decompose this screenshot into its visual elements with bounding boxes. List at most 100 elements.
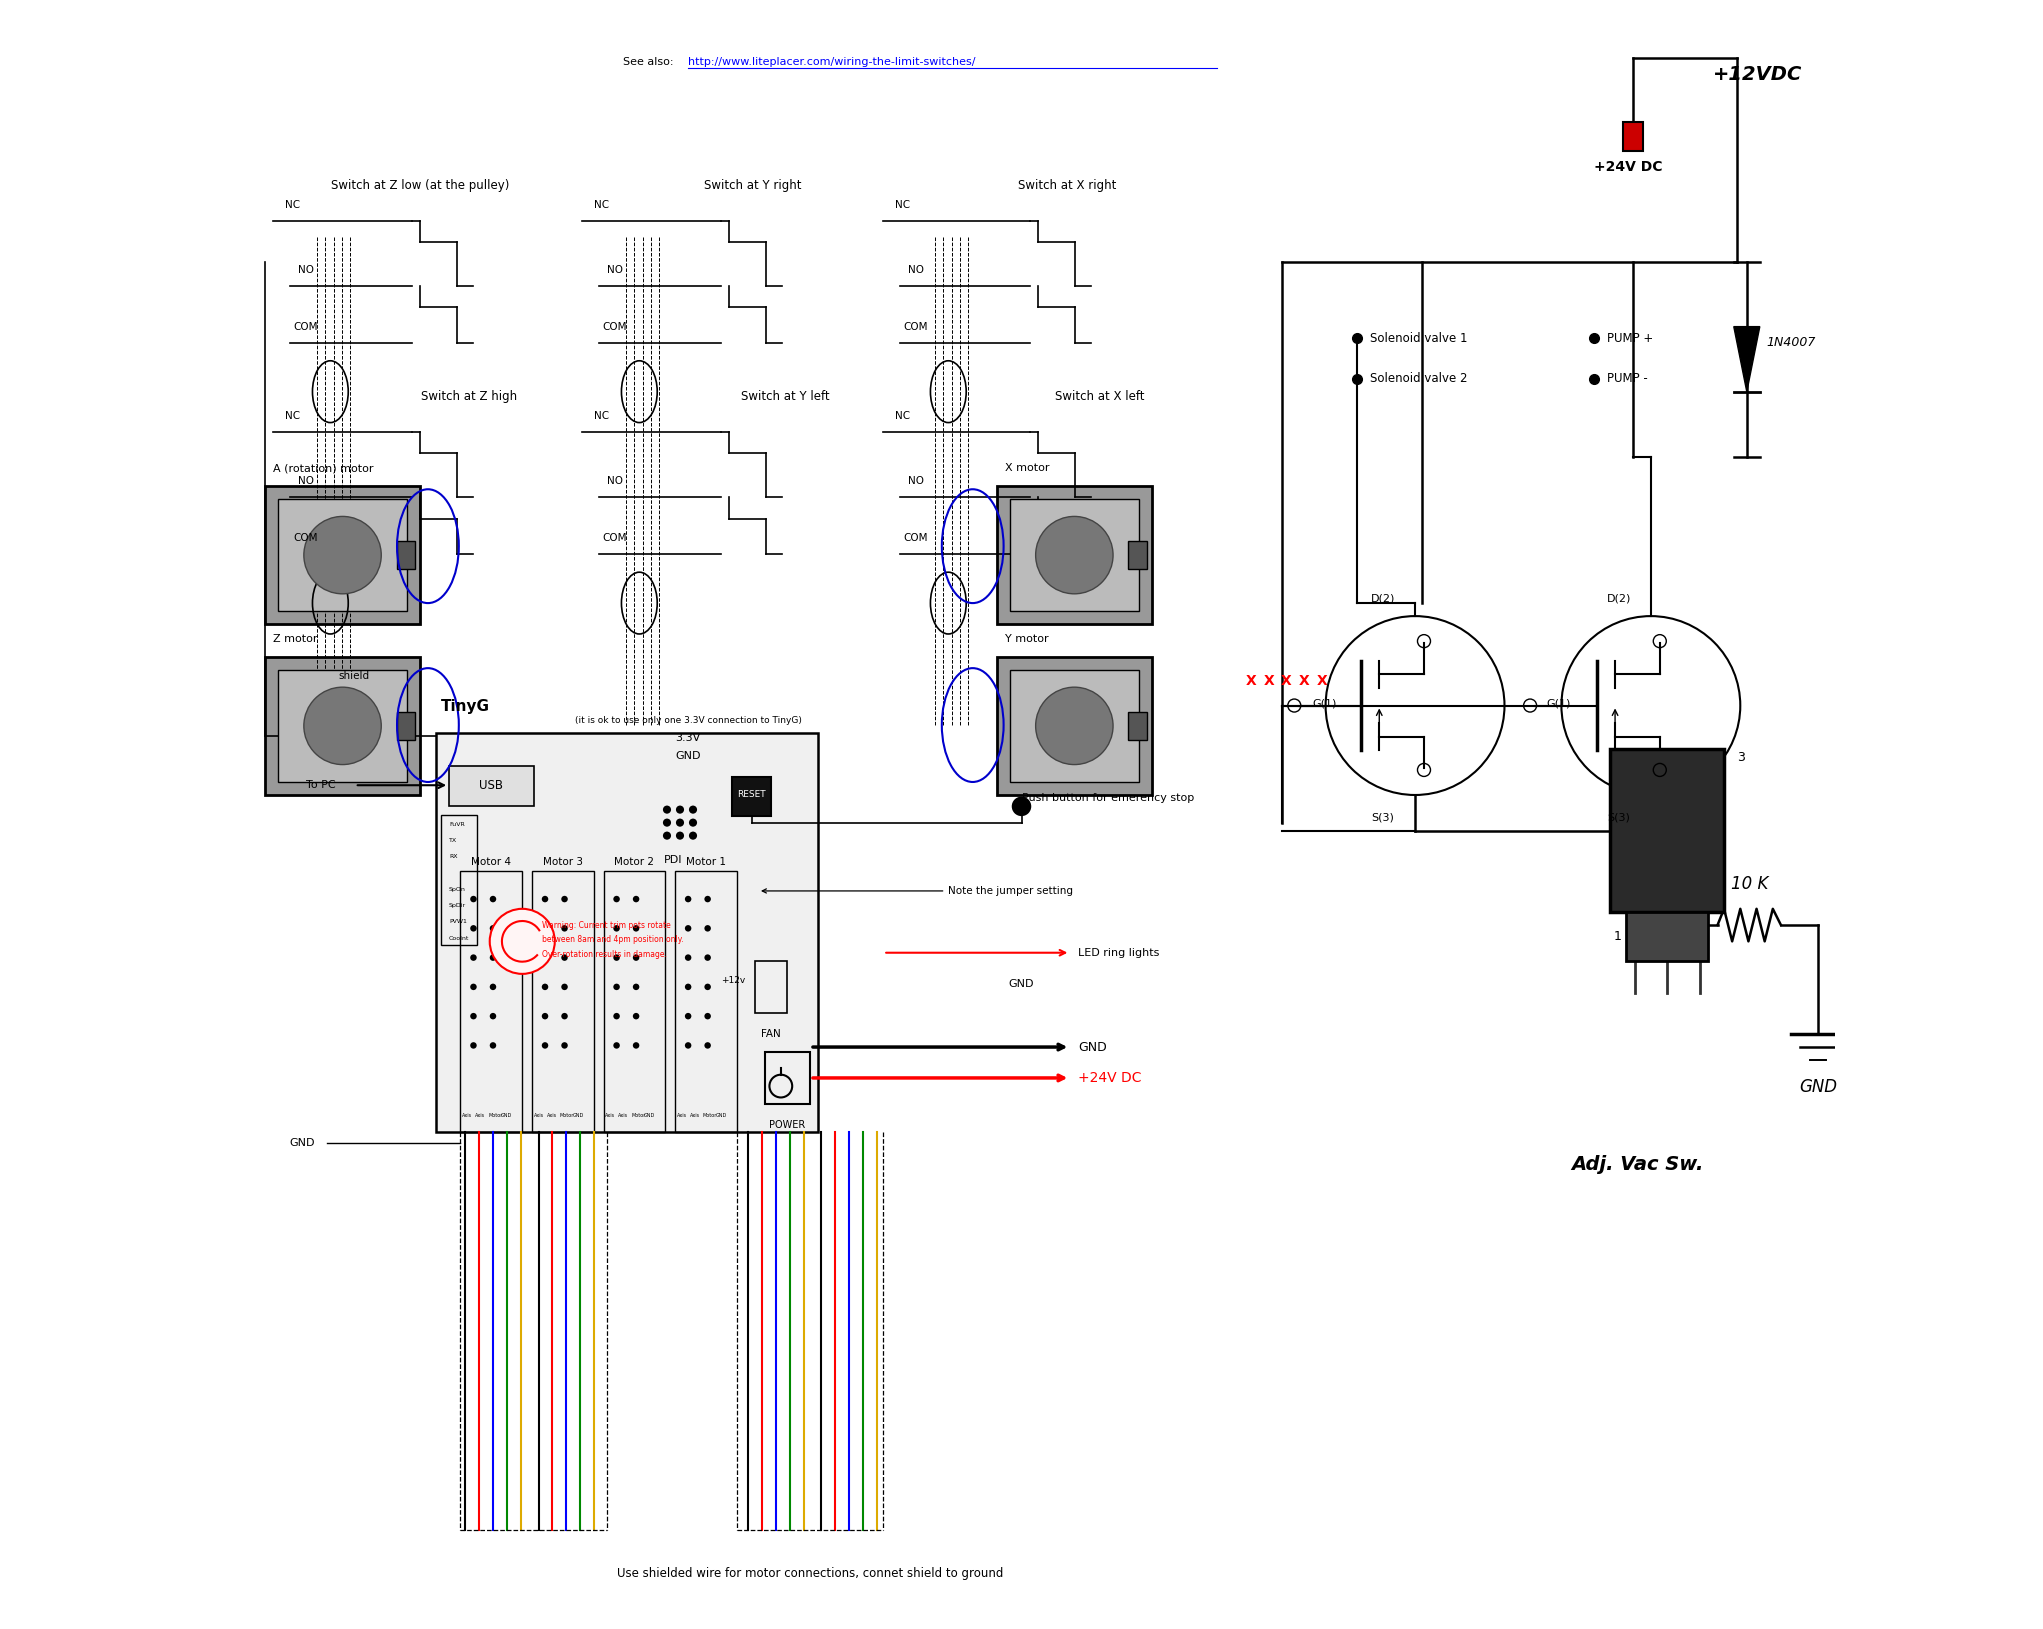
Circle shape [684,896,691,902]
Circle shape [562,896,568,902]
Text: Coolnt: Coolnt [449,935,470,940]
Circle shape [684,955,691,961]
Text: +24V DC: +24V DC [1594,160,1663,174]
Circle shape [613,896,619,902]
Text: GND: GND [290,1139,315,1148]
Text: POWER: POWER [770,1121,805,1131]
Circle shape [633,1043,639,1049]
Circle shape [490,896,496,902]
Circle shape [688,818,697,826]
Bar [764,1052,811,1104]
Text: (it is ok to use only one 3.3V connection to TinyG): (it is ok to use only one 3.3V connectio… [574,715,801,725]
Circle shape [1036,687,1113,764]
Text: Solenoid valve 2: Solenoid valve 2 [1369,371,1467,384]
Circle shape [490,909,556,974]
Bar [531,872,595,1132]
Text: Warning: Current trim pots rotate: Warning: Current trim pots rotate [541,920,670,930]
Bar [278,498,407,611]
Text: http://www.liteplacer.com/wiring-the-limit-switches/: http://www.liteplacer.com/wiring-the-lim… [688,57,977,67]
Text: LED ring lights: LED ring lights [1079,948,1160,958]
Bar [997,485,1152,624]
Circle shape [662,831,670,839]
Text: S(3): S(3) [1371,813,1393,823]
Text: GND: GND [715,1113,727,1117]
Text: Solenoid valve 1: Solenoid valve 1 [1369,332,1467,344]
Circle shape [562,925,568,932]
Text: NC: NC [595,411,609,420]
Polygon shape [1735,327,1759,391]
Text: RX: RX [449,854,458,858]
Text: COM: COM [903,321,928,332]
Circle shape [613,1013,619,1020]
Text: +12VDC: +12VDC [1712,65,1802,85]
Text: X: X [1263,674,1275,687]
Text: To PC: To PC [306,780,335,790]
Text: FuVR: FuVR [449,821,466,828]
Text: NO: NO [607,476,623,485]
Circle shape [633,925,639,932]
Bar [1610,749,1724,912]
Text: PUMP +: PUMP + [1608,332,1653,344]
Circle shape [470,896,476,902]
Circle shape [562,984,568,990]
Bar [278,670,407,782]
Text: COM: COM [294,321,319,332]
Text: GND: GND [676,751,701,761]
Bar [754,961,787,1013]
Circle shape [490,984,496,990]
Text: Axis: Axis [691,1113,701,1117]
Bar [1626,912,1708,961]
Text: Z motor: Z motor [274,634,319,643]
Text: GND: GND [644,1113,656,1117]
Text: G(1): G(1) [1547,699,1571,709]
Circle shape [1011,797,1032,816]
Text: Push button for emerency stop: Push button for emerency stop [1022,793,1193,803]
Text: 10 K: 10 K [1730,875,1769,893]
Circle shape [705,896,711,902]
Text: A (rotation) motor: A (rotation) motor [274,463,374,472]
Text: GND: GND [1009,979,1034,989]
Circle shape [470,984,476,990]
Circle shape [490,925,496,932]
Bar [1128,712,1146,740]
Circle shape [676,806,684,814]
Text: COM: COM [903,533,928,542]
Text: TX: TX [449,837,458,844]
Circle shape [684,925,691,932]
Circle shape [633,1013,639,1020]
Circle shape [541,1043,548,1049]
Text: NO: NO [907,476,923,485]
Circle shape [705,984,711,990]
Circle shape [633,984,639,990]
Text: GND: GND [572,1113,584,1117]
Circle shape [304,687,382,764]
Text: X motor: X motor [1005,463,1050,472]
Text: G(1): G(1) [1312,699,1336,709]
Circle shape [684,984,691,990]
Text: GND: GND [1800,1078,1837,1096]
Bar [449,766,533,806]
Text: NO: NO [298,264,315,275]
Text: +12v: +12v [721,976,746,986]
Text: COM: COM [294,533,319,542]
Text: SpDir: SpDir [449,902,466,907]
Bar [1009,498,1138,611]
Bar [396,712,415,740]
Bar [435,733,819,1132]
Bar [441,814,476,945]
Circle shape [470,1013,476,1020]
Text: TinyG: TinyG [441,699,490,714]
Circle shape [662,818,670,826]
Text: Motor 4: Motor 4 [472,857,511,867]
Bar [603,872,666,1132]
Text: Motor: Motor [560,1113,574,1117]
Bar [460,872,523,1132]
Text: Switch at Y right: Switch at Y right [705,179,803,192]
Text: NC: NC [286,199,300,210]
Text: Motor: Motor [631,1113,646,1117]
Text: Switch at X left: Switch at X left [1054,389,1144,402]
Text: Axis: Axis [533,1113,543,1117]
Circle shape [613,955,619,961]
Text: Axis: Axis [462,1113,472,1117]
Circle shape [1036,516,1113,595]
